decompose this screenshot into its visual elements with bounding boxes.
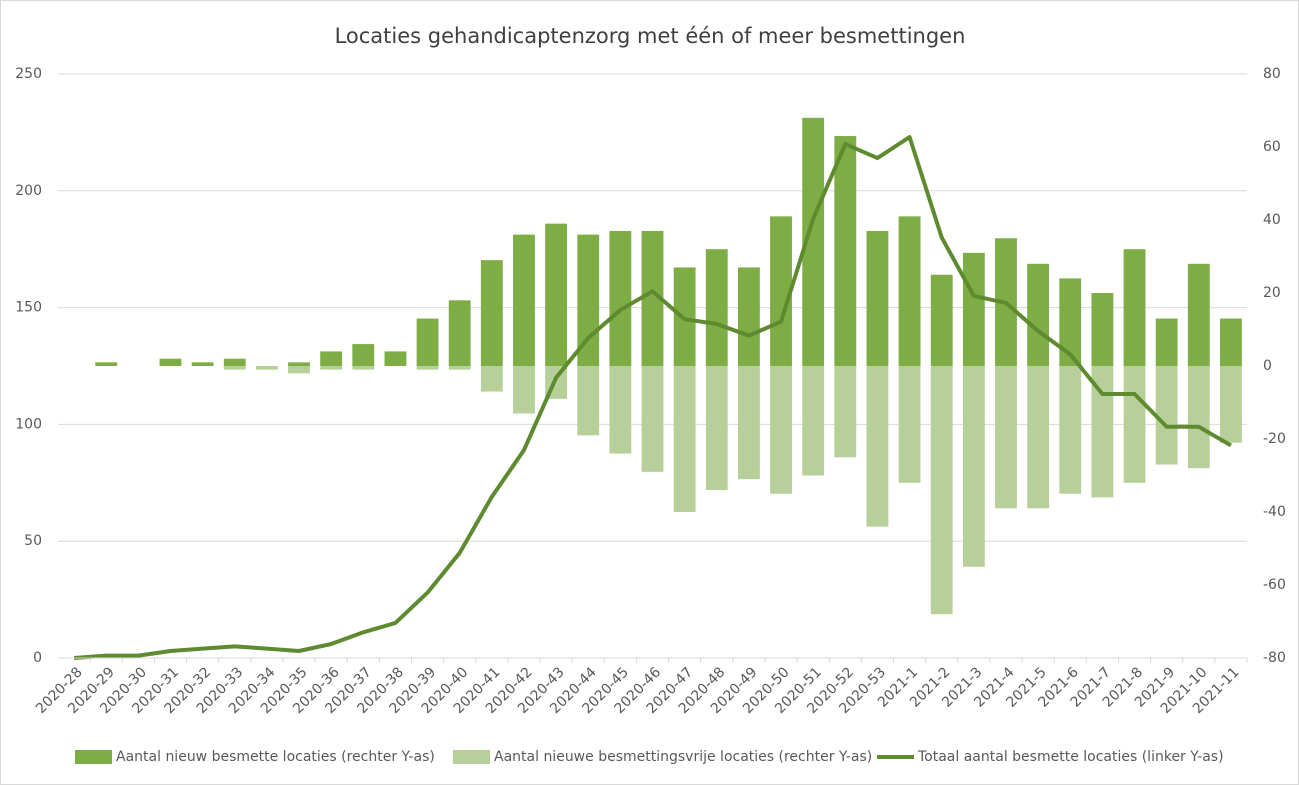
y2-tick-label: -60 [1263,577,1286,593]
line [73,135,1232,660]
bar [223,366,246,370]
bar [1155,318,1178,366]
bar [898,216,921,366]
y-tick-label: 250 [15,66,42,82]
bar [705,366,728,491]
bar [737,267,760,366]
bar [223,358,246,366]
bar [1220,318,1242,366]
y-tick-label: 100 [15,416,42,432]
bar [159,358,182,366]
bar [480,260,503,366]
legend-swatch [75,750,112,764]
bar [962,366,985,567]
y2-tick-label: 40 [1263,212,1281,228]
y2-tick-label: -80 [1263,650,1286,666]
bar [834,136,857,366]
bar [802,366,825,476]
bar [609,366,632,454]
bar [1027,366,1050,509]
bar [1059,366,1082,494]
legend-label: Totaal aantal besmette locaties (linker … [917,749,1224,765]
bar [1027,263,1050,366]
bar [609,230,632,366]
bar [770,366,792,494]
legend-swatch [453,750,490,764]
bar [673,366,696,512]
bar [641,230,664,366]
y-tick-label: 50 [24,533,42,549]
y-tick-label: 0 [33,650,42,666]
bar [641,366,664,472]
y2-tick-label: 60 [1263,139,1281,155]
chart-title: Locaties gehandicaptenzorg met één of me… [335,24,966,48]
bar [1091,366,1114,498]
bar [770,216,792,366]
bar [737,366,760,480]
legend-label: Aantal nieuwe besmettingsvrije locaties … [494,749,872,765]
bar [480,366,503,392]
bar [416,366,439,370]
bar [448,366,471,370]
bar [995,366,1017,509]
bar [288,366,310,374]
bar [352,366,375,370]
bar [288,362,310,366]
bar [1091,293,1114,366]
bar [255,366,278,370]
bar [1155,366,1178,465]
bar [95,362,118,366]
y2-tick-label: 20 [1263,285,1281,301]
bar [1187,263,1210,366]
bar [1059,278,1082,366]
bar [191,362,214,366]
y-tick-label: 200 [15,183,42,199]
y-tick-label: 150 [15,300,42,316]
bar [1123,249,1146,366]
bar [930,274,953,366]
bar [802,117,825,366]
bar [962,252,985,366]
y2-tick-label: -40 [1263,504,1286,520]
bar [320,366,343,370]
bar [866,366,889,527]
bar [1123,366,1146,483]
legend-label: Aantal nieuw besmette locaties (rechter … [116,749,435,765]
bar [416,318,439,366]
bar [384,351,407,366]
bar [930,366,953,615]
bar [513,366,535,414]
bar [448,300,471,366]
y2-tick-label: 80 [1263,66,1281,82]
bar [352,344,375,366]
bar [320,351,343,366]
bar [866,230,889,366]
bar [1187,366,1210,469]
bar [705,249,728,366]
bar [545,223,568,366]
bar [577,366,600,436]
bar [1220,366,1242,443]
bar [513,234,535,366]
y2-tick-label: -20 [1263,431,1286,447]
bar [898,366,921,483]
y2-tick-label: 0 [1263,358,1272,374]
bar [834,366,857,458]
